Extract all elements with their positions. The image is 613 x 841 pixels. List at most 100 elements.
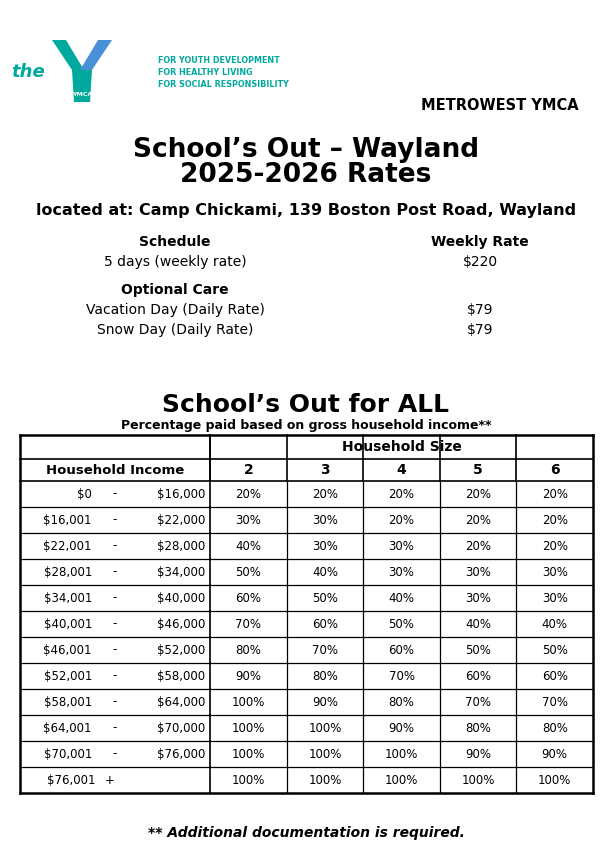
Text: 90%: 90% [465,748,491,760]
Text: 100%: 100% [232,696,265,708]
Text: $76,000: $76,000 [157,748,205,760]
Text: 30%: 30% [389,565,414,579]
Text: 80%: 80% [542,722,568,734]
Text: 40%: 40% [389,591,414,605]
Text: 2025-2026 Rates: 2025-2026 Rates [180,162,432,188]
Text: 100%: 100% [462,774,495,786]
Text: 30%: 30% [542,591,568,605]
Text: Optional Care: Optional Care [121,283,229,297]
Text: 50%: 50% [235,565,261,579]
Text: 2: 2 [243,463,253,477]
Text: $34,001: $34,001 [44,591,92,605]
Text: Vacation Day (Daily Rate): Vacation Day (Daily Rate) [86,303,264,317]
Text: Household Income: Household Income [46,463,184,477]
Text: 40%: 40% [465,617,491,631]
Text: 30%: 30% [465,591,491,605]
Text: $40,001: $40,001 [44,617,92,631]
Text: $22,001: $22,001 [44,539,92,553]
Text: -: - [113,696,117,708]
Text: 80%: 80% [235,643,261,657]
Text: -: - [113,617,117,631]
Text: -: - [113,643,117,657]
Text: $64,000: $64,000 [157,696,205,708]
Text: $76,001: $76,001 [47,774,95,786]
Text: -: - [113,591,117,605]
Text: 100%: 100% [232,748,265,760]
Text: 100%: 100% [538,774,571,786]
Text: FOR HEALTHY LIVING: FOR HEALTHY LIVING [158,67,253,77]
Text: 50%: 50% [312,591,338,605]
Polygon shape [80,40,112,70]
Text: 20%: 20% [235,488,261,500]
Text: -: - [113,488,117,500]
Text: 90%: 90% [389,722,414,734]
Text: 70%: 70% [235,617,261,631]
Text: $52,001: $52,001 [44,669,92,683]
Text: 20%: 20% [465,539,491,553]
Text: 50%: 50% [465,643,491,657]
Text: 100%: 100% [308,748,341,760]
Text: 60%: 60% [542,669,568,683]
Text: the: the [11,63,45,81]
Text: Household Size: Household Size [341,440,462,454]
Text: 60%: 60% [235,591,261,605]
Text: located at: Camp Chickami, 139 Boston Post Road, Wayland: located at: Camp Chickami, 139 Boston Po… [36,203,576,218]
Text: $46,000: $46,000 [157,617,205,631]
Text: 40%: 40% [235,539,261,553]
Text: 20%: 20% [312,488,338,500]
Text: $46,001: $46,001 [44,643,92,657]
Text: Schedule: Schedule [139,235,211,249]
Text: $70,001: $70,001 [44,748,92,760]
Text: 80%: 80% [312,669,338,683]
Text: 80%: 80% [389,696,414,708]
Text: $220: $220 [462,255,498,269]
Text: -: - [113,565,117,579]
Text: 30%: 30% [542,565,568,579]
Text: -: - [113,722,117,734]
Text: $28,001: $28,001 [44,565,92,579]
Text: $16,001: $16,001 [44,514,92,526]
Text: 90%: 90% [235,669,261,683]
Text: -: - [113,669,117,683]
Text: 90%: 90% [312,696,338,708]
Text: 20%: 20% [542,514,568,526]
Text: 70%: 70% [465,696,491,708]
Text: 20%: 20% [389,488,414,500]
Polygon shape [72,70,92,102]
Text: 4: 4 [397,463,406,477]
Text: 100%: 100% [385,748,418,760]
Text: $70,000: $70,000 [157,722,205,734]
Bar [20,435,593,793]
Text: ** Additional documentation is required.: ** Additional documentation is required. [148,826,465,840]
Polygon shape [52,40,84,70]
Text: 100%: 100% [385,774,418,786]
Text: -: - [113,514,117,526]
Text: $58,001: $58,001 [44,696,92,708]
Text: 5 days (weekly rate): 5 days (weekly rate) [104,255,246,269]
Text: YMCA: YMCA [72,92,92,97]
Text: 90%: 90% [542,748,568,760]
Text: FOR SOCIAL RESPONSIBILITY: FOR SOCIAL RESPONSIBILITY [158,80,289,88]
Text: 60%: 60% [312,617,338,631]
Text: 30%: 30% [389,539,414,553]
Text: 100%: 100% [308,722,341,734]
Text: 30%: 30% [312,514,338,526]
Text: $34,000: $34,000 [157,565,205,579]
Text: $64,001: $64,001 [44,722,92,734]
Text: 70%: 70% [389,669,414,683]
Text: 40%: 40% [542,617,568,631]
Text: 30%: 30% [465,565,491,579]
Text: $28,000: $28,000 [157,539,205,553]
Text: 30%: 30% [312,539,338,553]
Text: 3: 3 [320,463,330,477]
Text: 100%: 100% [308,774,341,786]
Text: 20%: 20% [389,514,414,526]
Text: 50%: 50% [389,617,414,631]
Text: 100%: 100% [232,722,265,734]
Text: 40%: 40% [312,565,338,579]
Text: $40,000: $40,000 [157,591,205,605]
Text: 70%: 70% [312,643,338,657]
Text: Snow Day (Daily Rate): Snow Day (Daily Rate) [97,323,253,337]
Text: Percentage paid based on gross household income**: Percentage paid based on gross household… [121,419,491,431]
Text: School’s Out – Wayland: School’s Out – Wayland [133,137,479,163]
